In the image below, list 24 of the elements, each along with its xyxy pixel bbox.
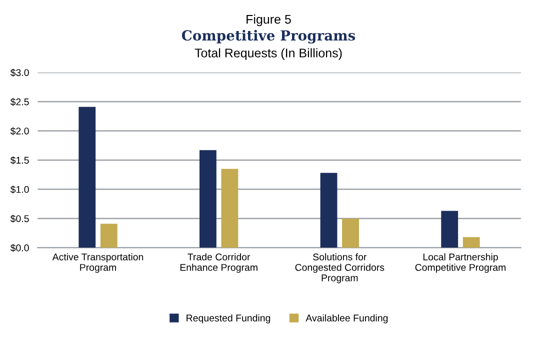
chart-title: Competitive Programs	[182, 30, 356, 44]
y-tick-label: $0.5	[10, 214, 29, 223]
y-tick-label: $2.0	[10, 127, 29, 136]
x-tick-label: Solutions for Congested Corridors Program	[295, 253, 384, 284]
bar	[441, 210, 458, 248]
bar	[342, 218, 359, 248]
legend-label: Availablee Funding	[306, 314, 388, 324]
bar	[462, 237, 480, 248]
bar	[320, 172, 338, 248]
y-tick-label: $2.5	[10, 98, 29, 106]
caption: Figure 5	[246, 14, 291, 26]
y-tick-label: $3.0	[10, 68, 29, 77]
y-tick-label: $1.0	[10, 186, 29, 194]
x-tick-label: Trade Corridor Enhance Program	[180, 253, 258, 273]
bar	[100, 224, 118, 248]
bar	[78, 106, 96, 248]
bar	[221, 168, 238, 248]
bar	[199, 150, 216, 248]
x-tick-label: Local Partnership Competitive Program	[415, 253, 506, 273]
y-tick-label: $1.5	[10, 156, 29, 164]
x-tick-label: Active Transportation Program	[52, 253, 144, 273]
y-tick-label: $0.0	[10, 244, 29, 252]
chart-subtitle: Total Requests (In Billions)	[194, 48, 342, 60]
legend-label: Requested Funding	[186, 314, 270, 324]
